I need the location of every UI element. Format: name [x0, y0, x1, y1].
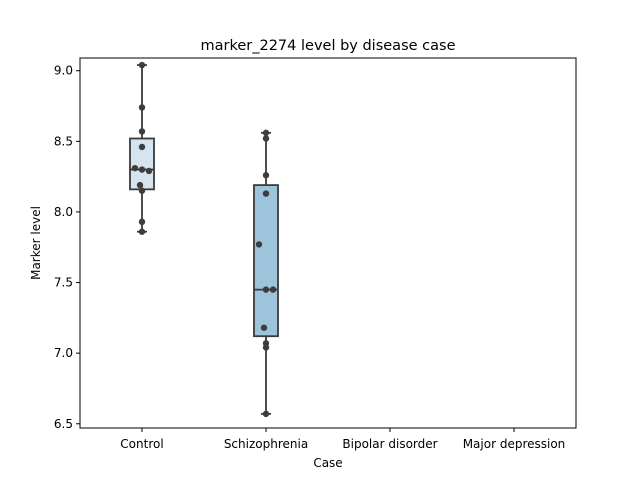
- data-point: [262, 344, 270, 351]
- data-point: [262, 286, 270, 293]
- x-tick-label: Bipolar disorder: [342, 437, 437, 451]
- data-point: [138, 128, 146, 135]
- x-tick-label: Control: [120, 437, 163, 451]
- x-axis-ticks: Control Schizophrenia Bipolar disorder Majo…: [120, 428, 565, 451]
- box-iqr: [253, 184, 279, 338]
- box-group-control: [129, 61, 155, 235]
- data-point: [138, 104, 146, 111]
- x-tick-label: Major depression: [463, 437, 566, 451]
- data-point: [262, 172, 270, 179]
- data-point: [138, 187, 146, 194]
- data-point: [138, 228, 146, 235]
- data-point: [260, 324, 268, 331]
- y-tick-label: 9.0: [54, 64, 73, 78]
- plot-frame: [79, 57, 577, 429]
- y-tick-label: 6.5: [54, 417, 73, 431]
- data-point: [138, 218, 146, 226]
- data-point: [138, 166, 146, 173]
- y-axis-ticks: 6.5 7.0 7.5 8.0 8.5 9.0: [54, 64, 80, 431]
- y-tick-label: 8.0: [54, 205, 73, 219]
- box-group-schizophrenia: [253, 129, 279, 418]
- plot-area: [129, 61, 279, 418]
- y-tick-label: 7.5: [54, 276, 73, 290]
- data-point: [262, 410, 270, 418]
- data-point: [262, 190, 270, 197]
- x-axis-label: Case: [313, 456, 342, 470]
- data-point: [262, 135, 270, 142]
- y-tick-label: 7.0: [54, 346, 73, 360]
- data-point: [138, 143, 146, 151]
- data-point: [262, 129, 270, 137]
- y-tick-label: 8.5: [54, 134, 73, 148]
- data-point: [145, 167, 153, 175]
- data-point: [136, 181, 144, 189]
- chart-title: marker_2274 level by disease case: [201, 38, 456, 54]
- data-point: [138, 61, 146, 69]
- x-tick-label: Schizophrenia: [224, 437, 308, 451]
- data-point: [131, 164, 139, 172]
- data-point: [269, 286, 277, 293]
- data-point: [255, 241, 263, 248]
- y-axis-label: Marker level: [29, 206, 43, 280]
